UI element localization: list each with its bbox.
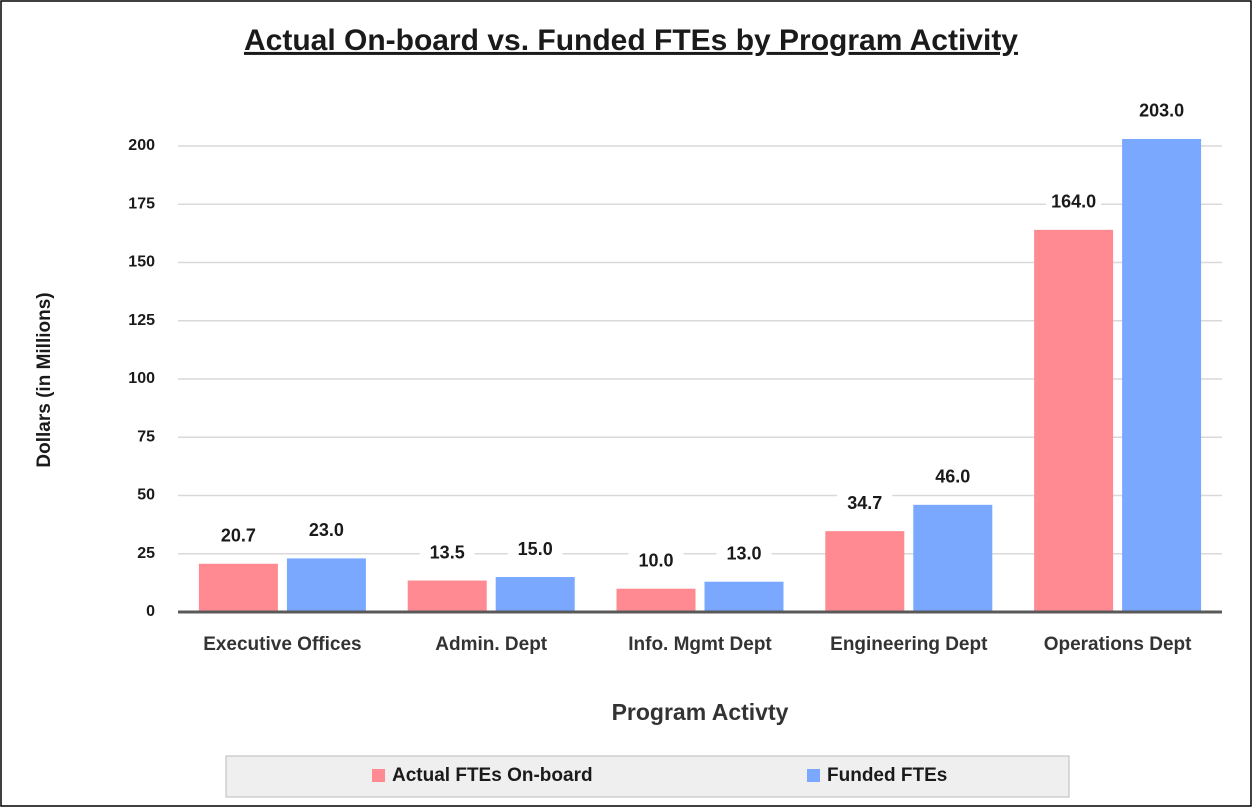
value-label-bg [1134, 98, 1190, 125]
value-label: 15.0 [518, 539, 553, 559]
value-label-bg [210, 523, 266, 550]
value-label-bg [419, 540, 475, 567]
y-axis-title: Dollars (in Millions) [34, 292, 55, 467]
value-label: 164.0 [1051, 192, 1096, 212]
value-label: 46.0 [935, 467, 970, 487]
x-tick-label: Admin. Dept [435, 634, 548, 655]
bar [1122, 138, 1202, 613]
value-label: 13.5 [430, 542, 465, 562]
bar [286, 558, 366, 612]
y-tick-label: 25 [137, 545, 155, 562]
value-label-bg [507, 537, 563, 564]
x-tick-label: Operations Dept [1044, 634, 1192, 655]
value-label-bg [925, 464, 981, 491]
bar [825, 531, 905, 612]
chart-title: Actual On-board vs. Funded FTEs by Progr… [244, 24, 1018, 57]
legend-label: Actual FTEs On-board [392, 765, 593, 786]
bar [407, 580, 487, 612]
legend-swatch [807, 769, 820, 782]
value-label-bg [298, 518, 354, 545]
y-tick-label: 0 [146, 603, 155, 620]
legend-label: Funded FTEs [827, 765, 947, 786]
y-tick-label: 75 [137, 428, 155, 445]
value-label: 13.0 [726, 543, 761, 563]
value-label: 203.0 [1139, 101, 1184, 121]
x-tick-label: Engineering Dept [830, 634, 988, 655]
value-label: 23.0 [309, 520, 344, 540]
bar [495, 577, 575, 612]
value-label-bg [628, 548, 684, 575]
y-tick-label: 200 [128, 137, 155, 154]
y-tick-label: 175 [128, 195, 155, 212]
y-tick-label: 100 [128, 370, 155, 387]
bar [913, 504, 993, 612]
value-label-bg [1046, 189, 1102, 216]
bar [198, 563, 278, 612]
x-tick-label: Info. Mgmt Dept [628, 634, 772, 655]
value-label-bg [716, 541, 772, 568]
x-axis-title: Program Activty [612, 699, 789, 725]
value-label: 10.0 [638, 550, 673, 570]
bar [704, 581, 784, 612]
y-tick-label: 150 [128, 254, 155, 271]
x-tick-label: Executive Offices [203, 634, 361, 655]
bar [616, 588, 696, 612]
bar [1034, 229, 1114, 612]
y-tick-label: 50 [137, 487, 155, 504]
value-label-bg [837, 491, 893, 518]
y-tick-label: 125 [128, 312, 155, 329]
legend-swatch [372, 769, 385, 782]
value-label: 20.7 [221, 526, 256, 546]
value-label: 34.7 [847, 493, 882, 513]
legend-box [225, 755, 1070, 798]
